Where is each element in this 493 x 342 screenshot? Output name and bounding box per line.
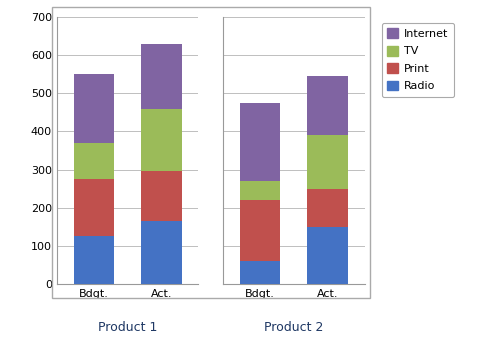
Bar	[308, 135, 348, 188]
Bar	[308, 188, 348, 227]
Bar	[308, 227, 348, 284]
Bar	[240, 200, 281, 261]
Bar	[73, 179, 114, 236]
Text: Product 2: Product 2	[264, 321, 323, 334]
Text: Product 1: Product 1	[98, 321, 157, 334]
Bar	[141, 44, 181, 108]
Bar	[73, 236, 114, 284]
Legend: Internet, TV, Print, Radio: Internet, TV, Print, Radio	[382, 23, 454, 97]
Bar	[240, 181, 281, 200]
Bar	[240, 261, 281, 284]
Bar	[308, 76, 348, 135]
Bar	[73, 143, 114, 179]
Bar	[73, 74, 114, 143]
Bar	[141, 221, 181, 284]
Bar	[141, 108, 181, 171]
Bar	[240, 103, 281, 181]
Bar	[141, 171, 181, 221]
